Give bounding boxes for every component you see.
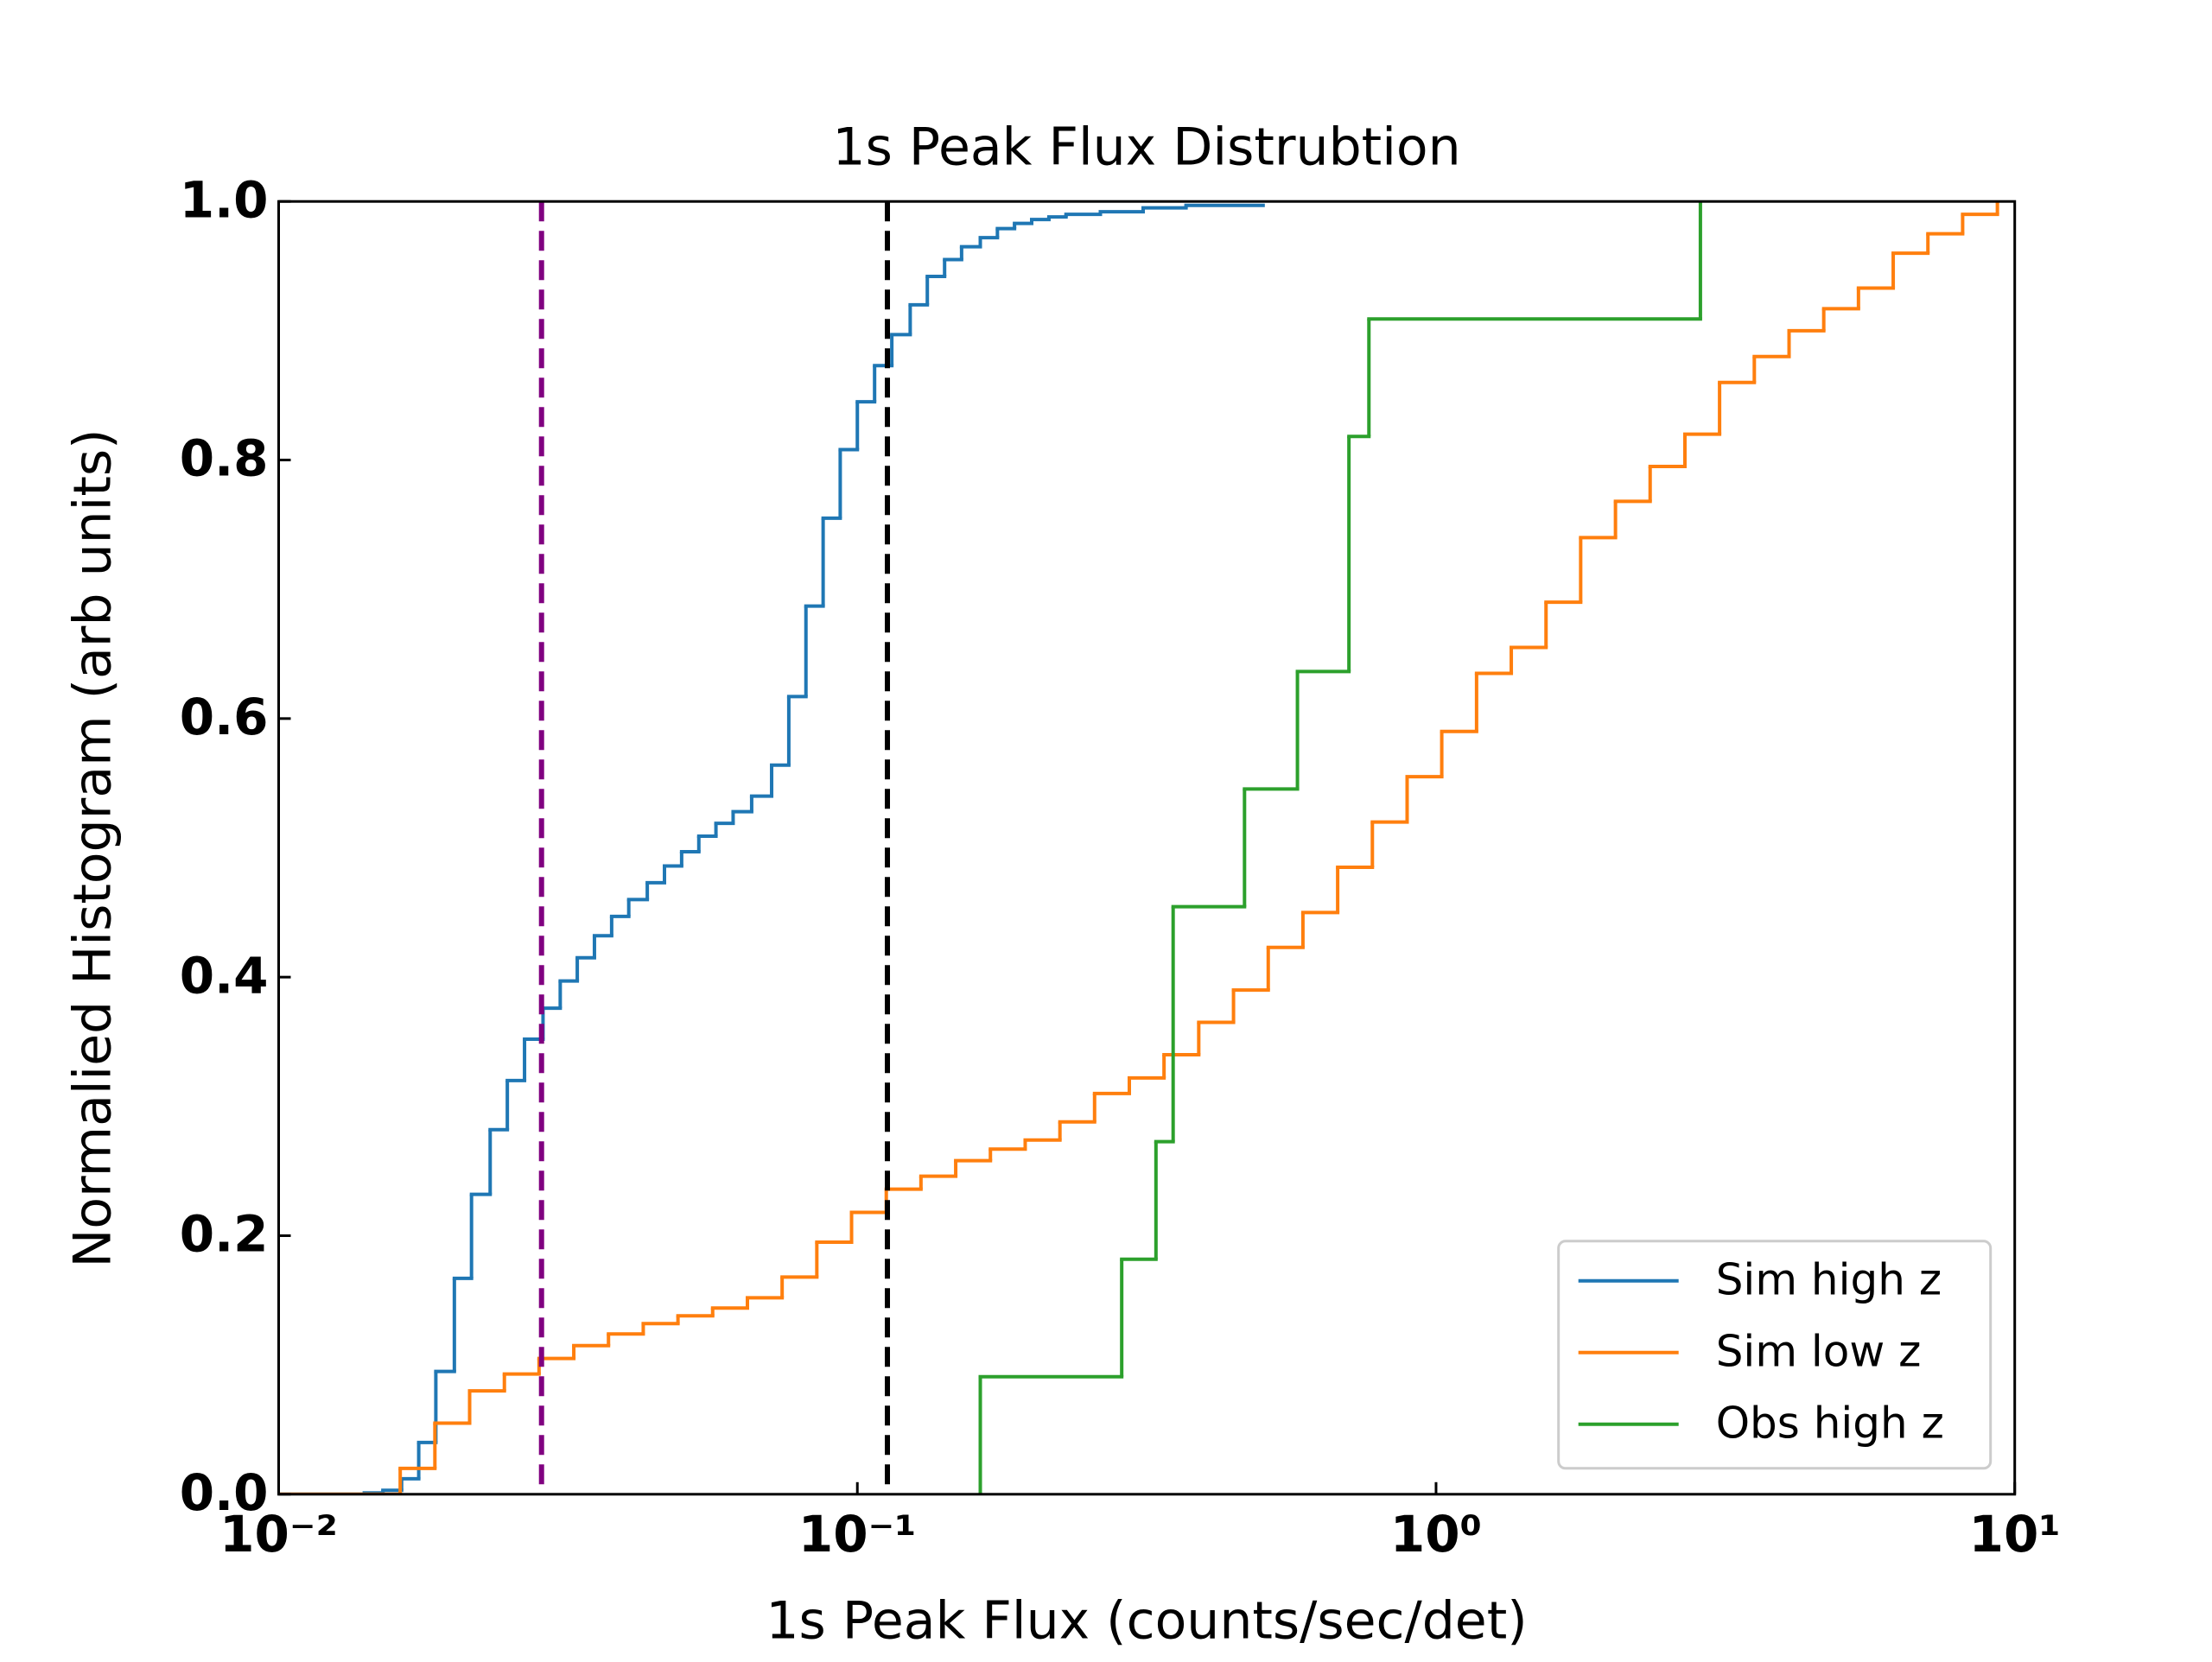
y-axis-label: Normalied Histogram (arb units) [63, 428, 124, 1267]
chart-title: 1s Peak Flux Distrubtion [832, 117, 1460, 178]
x-axis-label: 1s Peak Flux (counts/sec/det) [766, 1591, 1527, 1652]
y-tick-label: 0.4 [180, 946, 269, 1005]
x-tick-label: 10⁰ [1390, 1505, 1482, 1564]
series [978, 201, 1702, 1494]
x-tick-label: 10¹ [1969, 1505, 2061, 1564]
y-tick-label: 1.0 [180, 170, 269, 229]
series [278, 203, 1265, 1494]
legend-label: Obs high z [1716, 1398, 1944, 1448]
y-tick-label: 0.6 [180, 688, 269, 746]
legend-label: Sim high z [1716, 1254, 1942, 1304]
legend-box [1557, 1240, 1993, 1470]
x-tick-label: 10⁻¹ [798, 1505, 917, 1564]
series [278, 201, 1999, 1494]
legend-label: Sim low z [1716, 1326, 1922, 1376]
x-tick-label: 10⁻² [219, 1505, 338, 1564]
y-tick-label: 0.8 [180, 429, 269, 488]
legend: Sim high z Sim low z Obs high z [1557, 1240, 1993, 1470]
y-tick-label: 0.0 [180, 1463, 269, 1522]
axes-frame [277, 200, 2017, 1496]
y-tick-label: 0.2 [180, 1205, 269, 1264]
plot-area [278, 201, 1999, 1494]
